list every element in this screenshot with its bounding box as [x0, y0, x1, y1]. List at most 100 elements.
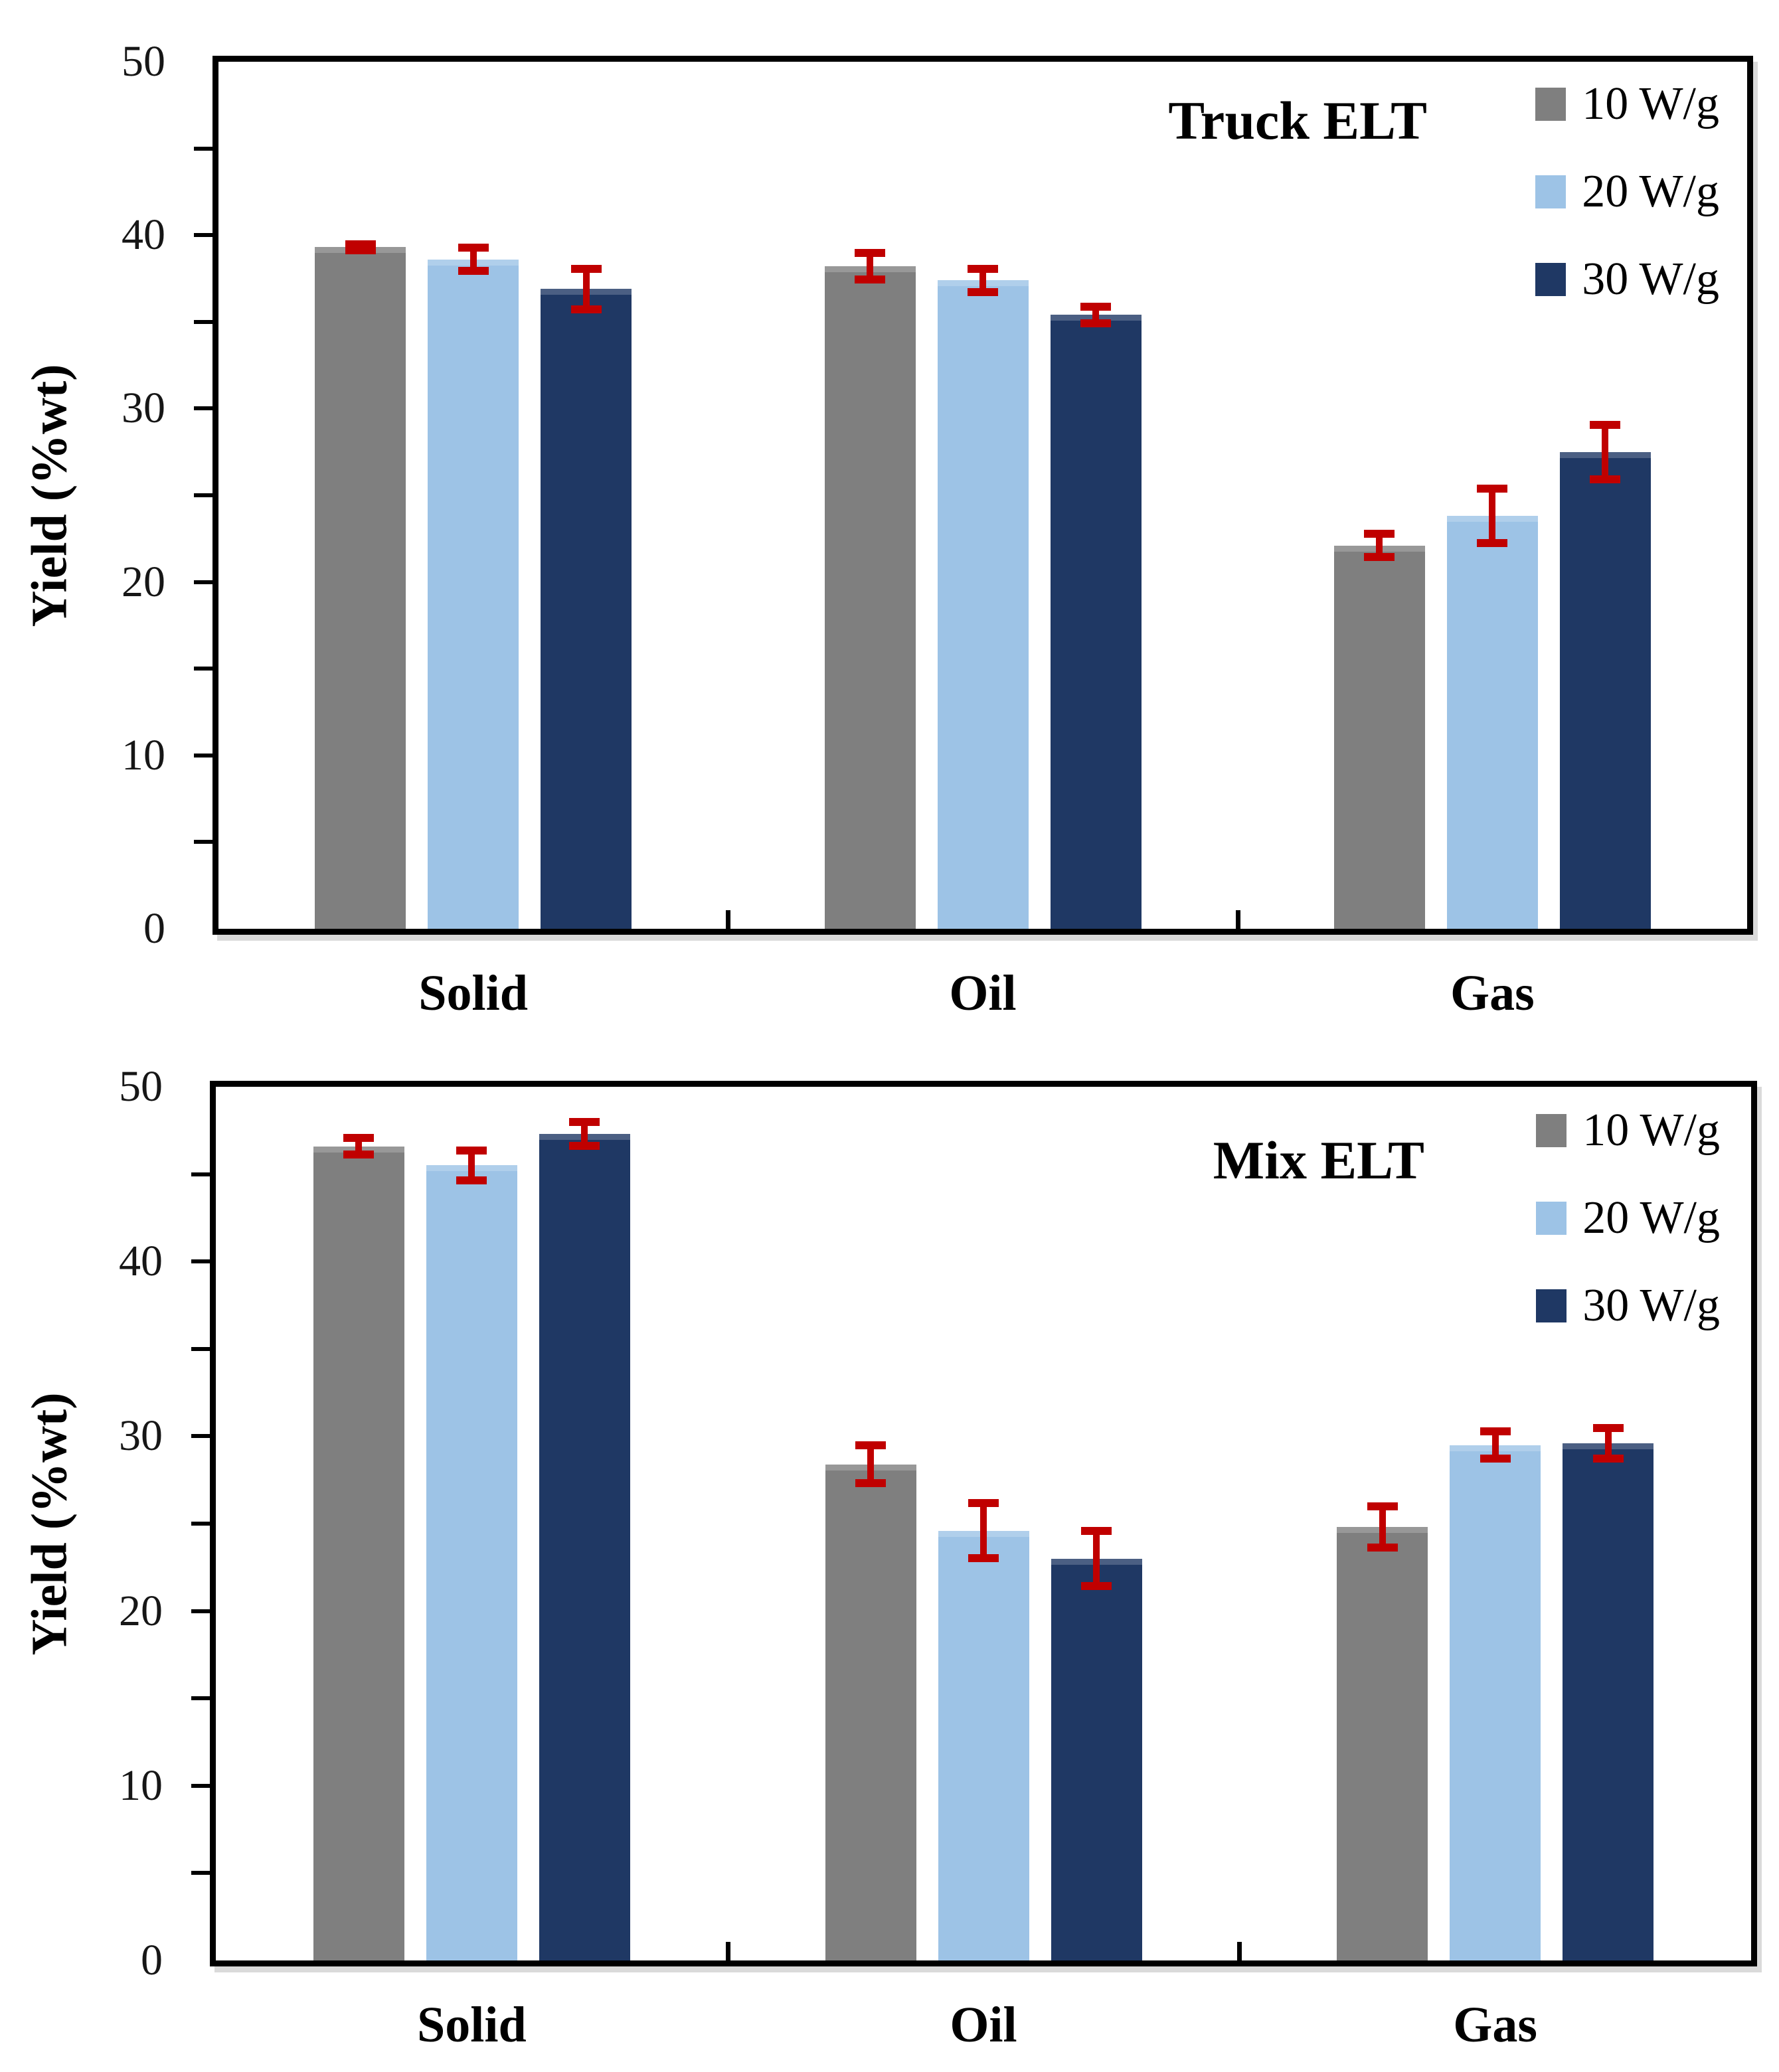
- legend-item: 30 W/g: [1536, 1275, 1720, 1336]
- y-axis-tick: [194, 840, 212, 844]
- y-axis-tick: [191, 1259, 210, 1264]
- error-bar-cap-top: [1590, 420, 1621, 429]
- legend-swatch: [1536, 1114, 1567, 1147]
- y-axis-tick: [191, 1609, 210, 1613]
- error-bar: [968, 264, 998, 296]
- error-bar: [1480, 1427, 1511, 1463]
- legend-label: 20 W/g: [1582, 166, 1719, 217]
- y-axis-tick: [194, 753, 212, 757]
- error-bar-line: [979, 264, 986, 296]
- x-axis-category-labels: Solid Oil Gas: [218, 965, 1747, 1038]
- error-bar-line: [980, 1499, 987, 1562]
- error-bar-cap-bottom: [855, 276, 885, 284]
- error-bar-line: [1379, 1502, 1386, 1552]
- error-bar-cap-top: [458, 244, 489, 252]
- y-axis-tick: [194, 319, 212, 324]
- y-axis-tick-label: 0: [143, 904, 165, 953]
- error-bar-cap-top: [855, 249, 885, 258]
- error-bar-cap-top: [1480, 1427, 1511, 1436]
- legend-item: 20 W/g: [1535, 161, 1719, 222]
- error-bar-line: [468, 1146, 475, 1185]
- y-axis-tick: [194, 233, 212, 238]
- y-axis-tick-label: 40: [122, 210, 165, 260]
- y-axis-tick: [194, 493, 212, 497]
- bar-solid-30wg: [541, 289, 632, 929]
- bar-oil-10wg: [824, 266, 916, 929]
- bar-gas-10wg: [1337, 1527, 1428, 1960]
- error-bar-line: [1491, 1427, 1499, 1463]
- y-axis-tick: [191, 1522, 210, 1526]
- error-bar-line: [867, 1441, 874, 1487]
- error-bar-cap-top: [1477, 485, 1508, 493]
- error-bar-cap-bottom: [1364, 553, 1395, 562]
- y-axis-title-wrap: Yield (%wt): [0, 1081, 100, 1966]
- y-axis-tick-label: 50: [122, 37, 165, 86]
- y-axis-tick-label: 10: [122, 730, 165, 779]
- error-bar-cap-top: [456, 1146, 487, 1155]
- bar-solid-20wg: [428, 259, 519, 929]
- legend-swatch: [1535, 263, 1567, 296]
- error-bar: [1081, 1527, 1112, 1591]
- category-label-solid: Solid: [418, 965, 529, 1021]
- error-bar-cap-bottom: [1592, 1454, 1624, 1463]
- y-axis-tick: [194, 406, 212, 411]
- error-bar: [1590, 420, 1621, 483]
- bar-oil-20wg: [937, 280, 1029, 929]
- y-axis-tick-label: 40: [119, 1237, 163, 1286]
- x-axis-category-labels: Solid Oil Gas: [216, 1996, 1751, 2069]
- category-label-oil: Oil: [949, 965, 1017, 1021]
- y-axis-tick: [191, 1696, 210, 1701]
- y-axis-tick: [191, 1346, 210, 1351]
- error-bar-cap-top: [343, 1134, 375, 1143]
- error-bar: [569, 1118, 600, 1150]
- error-bar-line: [1489, 485, 1496, 548]
- y-axis-tick-label: 30: [122, 384, 165, 433]
- error-bar-cap-top: [1081, 1527, 1112, 1536]
- y-axis-tick: [191, 1172, 210, 1176]
- error-bar-cap-bottom: [458, 267, 489, 276]
- error-bar: [855, 1441, 886, 1487]
- error-bar-cap-bottom: [1081, 1582, 1112, 1591]
- legend-item: 10 W/g: [1536, 1100, 1720, 1161]
- legend: 10 W/g 20 W/g 30 W/g: [1536, 1100, 1720, 1363]
- error-bar-cap-bottom: [855, 1478, 886, 1487]
- bar-gas-30wg: [1563, 1443, 1654, 1960]
- error-bar: [855, 249, 885, 284]
- y-axis-tick: [191, 1434, 210, 1439]
- bar-oil-10wg: [825, 1464, 916, 1960]
- error-bar: [1477, 485, 1508, 548]
- y-axis-tick-label: 20: [119, 1586, 163, 1635]
- error-bar: [345, 240, 376, 254]
- error-bar: [1592, 1424, 1624, 1463]
- legend-item: 10 W/g: [1535, 74, 1719, 135]
- y-axis-tick: [191, 1871, 210, 1875]
- error-bar-cap-bottom: [343, 1150, 375, 1158]
- error-bar-cap-top: [570, 264, 602, 273]
- error-bar-cap-bottom: [570, 305, 602, 313]
- error-bar: [1364, 530, 1395, 562]
- error-bar-cap-bottom: [345, 246, 376, 254]
- error-bar-cap-top: [855, 1441, 886, 1450]
- error-bar-cap-bottom: [1590, 475, 1621, 483]
- bar-solid-10wg: [313, 1146, 404, 1960]
- legend-label: 10 W/g: [1582, 78, 1719, 129]
- legend-item: 20 W/g: [1536, 1188, 1720, 1249]
- error-bar: [968, 1499, 999, 1562]
- error-bar-cap-bottom: [968, 287, 998, 296]
- error-bar-cap-bottom: [569, 1141, 600, 1150]
- legend-label: 30 W/g: [1582, 254, 1719, 305]
- error-bar-cap-top: [1367, 1502, 1398, 1511]
- bar-solid-30wg: [539, 1134, 630, 1960]
- bar-solid-10wg: [315, 247, 406, 929]
- y-axis-tick-label: 20: [122, 557, 165, 606]
- legend-swatch: [1536, 1202, 1567, 1235]
- error-bar-cap-bottom: [456, 1176, 487, 1185]
- category-label-gas: Gas: [1450, 965, 1535, 1021]
- category-label-gas: Gas: [1453, 1997, 1538, 2053]
- error-bar-cap-top: [968, 264, 998, 273]
- y-axis-tick-label: 10: [119, 1761, 163, 1810]
- error-bar-cap-bottom: [1367, 1544, 1398, 1552]
- error-bar-line: [1604, 1424, 1612, 1463]
- y-axis-tick: [191, 1783, 210, 1788]
- error-bar-line: [1092, 303, 1099, 327]
